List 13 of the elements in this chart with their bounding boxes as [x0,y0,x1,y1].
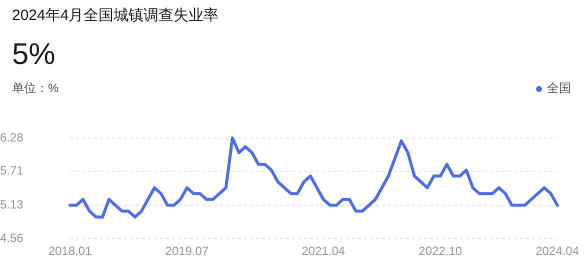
x-tick-label: 2024.04 [536,244,580,258]
y-axis-title: 单位：% [12,80,59,97]
chart-title: 2024年4月全国城镇调查失业率 [12,6,219,25]
legend-label: 全国 [547,80,571,97]
x-tick-label: 2022.10 [418,244,462,258]
chart-subtitle: 5% [12,38,56,72]
y-tick-label: 4.56 [0,230,24,245]
y-tick-label: 5.13 [0,198,24,212]
x-tick-label: 2019.07 [165,244,209,258]
x-tick-label: 2021.04 [302,244,346,258]
y-tick-label: 5.71 [0,164,24,178]
x-tick-label: 2018.01 [48,244,92,258]
y-tick-label: 6.28 [0,130,24,144]
